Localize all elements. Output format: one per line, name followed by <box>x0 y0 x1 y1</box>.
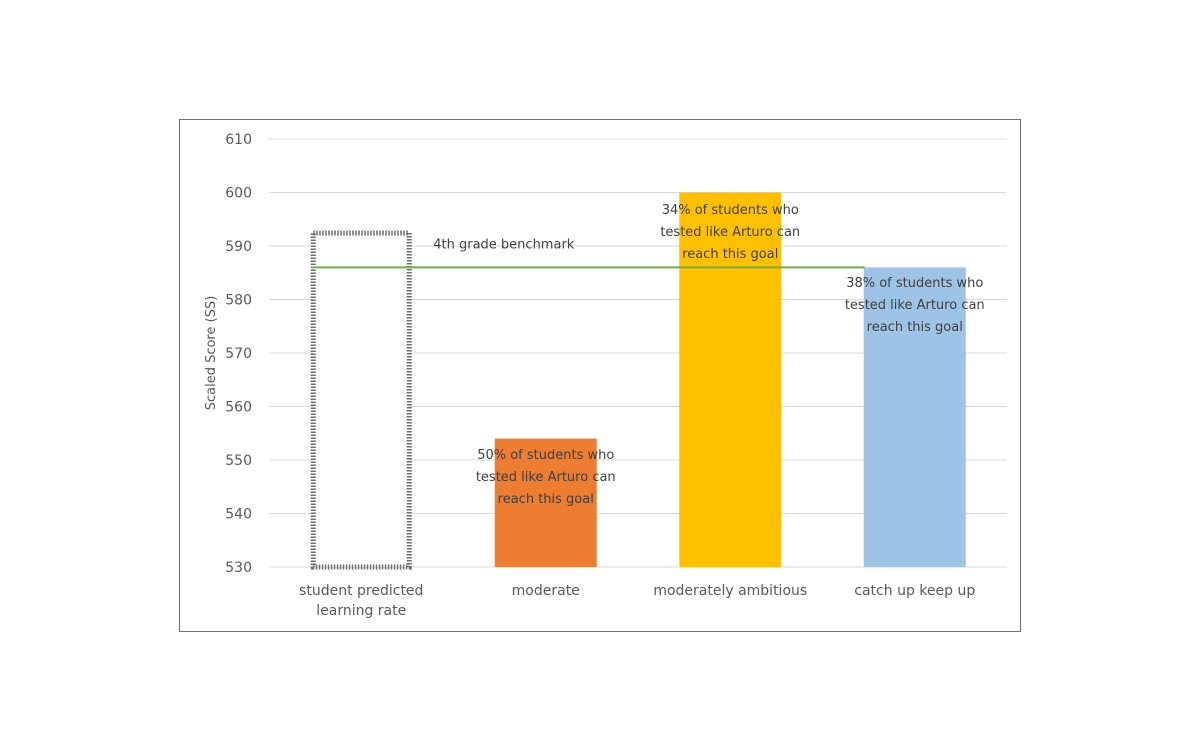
chart-frame: 530 540 550 560 570 580 590 600 610 Scaled Score … <box>179 119 1021 632</box>
y-tick-label: 540 <box>225 507 252 523</box>
annotation-text: tested like Arturo can <box>476 470 616 485</box>
x-tick-label: moderate <box>512 583 580 599</box>
y-axis-label: Scaled Score (SS) <box>204 296 219 411</box>
y-tick-label: 560 <box>225 400 252 416</box>
y-tick-label: 570 <box>225 346 252 362</box>
x-tick-label: moderately ambitious <box>653 583 807 599</box>
y-tick-label: 590 <box>225 239 252 255</box>
benchmark-label: 4th grade benchmark <box>433 238 575 253</box>
bar <box>494 438 597 567</box>
x-tick-label: catch up keep up <box>854 583 975 599</box>
annotation-text: tested like Arturo can <box>660 225 800 240</box>
annotation-text: 50% of students who <box>477 448 614 463</box>
x-tick-label: learning rate <box>316 603 406 619</box>
annotation-text: 34% of students who <box>662 203 799 218</box>
x-tick-label: student predicted <box>299 583 423 599</box>
annotation-text: reach this goal <box>498 492 594 507</box>
annotation-text: reach this goal <box>867 320 963 335</box>
y-tick-label: 600 <box>225 186 252 202</box>
annotation-text: reach this goal <box>682 247 778 262</box>
bar <box>679 192 782 567</box>
y-tick-label: 610 <box>225 132 252 148</box>
bar-dotted-outline <box>310 230 412 570</box>
y-tick-label: 580 <box>225 293 252 309</box>
annotation-text: 38% of students who <box>846 276 983 291</box>
annotation-text: tested like Arturo can <box>845 298 985 313</box>
y-tick-label: 550 <box>225 453 252 469</box>
bar-chart: 530 540 550 560 570 580 590 600 610 Scaled Score … <box>204 132 1007 619</box>
y-tick-label: 530 <box>225 560 252 576</box>
bar <box>863 267 966 567</box>
